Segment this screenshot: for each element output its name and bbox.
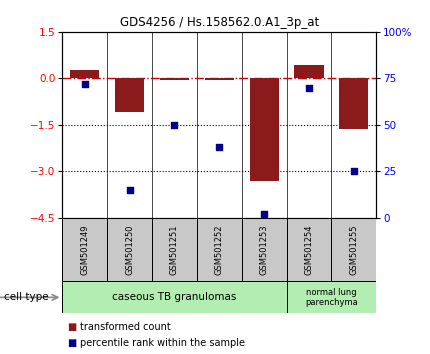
Bar <box>115 78 144 113</box>
Text: GSM501254: GSM501254 <box>304 224 313 275</box>
Bar <box>249 78 279 181</box>
Text: cell type: cell type <box>4 292 49 302</box>
Text: GSM501251: GSM501251 <box>170 224 179 275</box>
Text: caseous TB granulomas: caseous TB granulomas <box>112 292 236 302</box>
Text: percentile rank within the sample: percentile rank within the sample <box>80 338 245 348</box>
Text: GSM501253: GSM501253 <box>260 224 269 275</box>
Bar <box>286 281 376 313</box>
Bar <box>70 70 99 78</box>
Bar <box>332 218 376 281</box>
Bar <box>152 218 197 281</box>
Text: normal lung
parenchyma: normal lung parenchyma <box>305 288 358 307</box>
Bar <box>62 218 107 281</box>
Text: transformed count: transformed count <box>80 322 170 332</box>
Text: GSM501255: GSM501255 <box>349 224 358 275</box>
Point <box>216 144 223 150</box>
Point <box>126 187 133 193</box>
Bar <box>339 78 369 129</box>
Bar <box>242 218 286 281</box>
Bar <box>197 218 242 281</box>
Bar <box>160 78 189 80</box>
Bar <box>205 78 234 80</box>
Bar <box>62 281 286 313</box>
Point <box>171 122 178 128</box>
Text: GSM501252: GSM501252 <box>215 224 224 275</box>
Title: GDS4256 / Hs.158562.0.A1_3p_at: GDS4256 / Hs.158562.0.A1_3p_at <box>120 16 319 29</box>
Bar <box>107 218 152 281</box>
Text: ■: ■ <box>67 322 76 332</box>
Point <box>306 85 313 91</box>
Point <box>81 81 88 87</box>
Point <box>350 169 357 174</box>
Bar <box>295 65 323 78</box>
Bar <box>286 218 332 281</box>
Text: ■: ■ <box>67 338 76 348</box>
Text: GSM501249: GSM501249 <box>80 224 89 275</box>
Point <box>261 211 267 217</box>
Text: GSM501250: GSM501250 <box>125 224 134 275</box>
